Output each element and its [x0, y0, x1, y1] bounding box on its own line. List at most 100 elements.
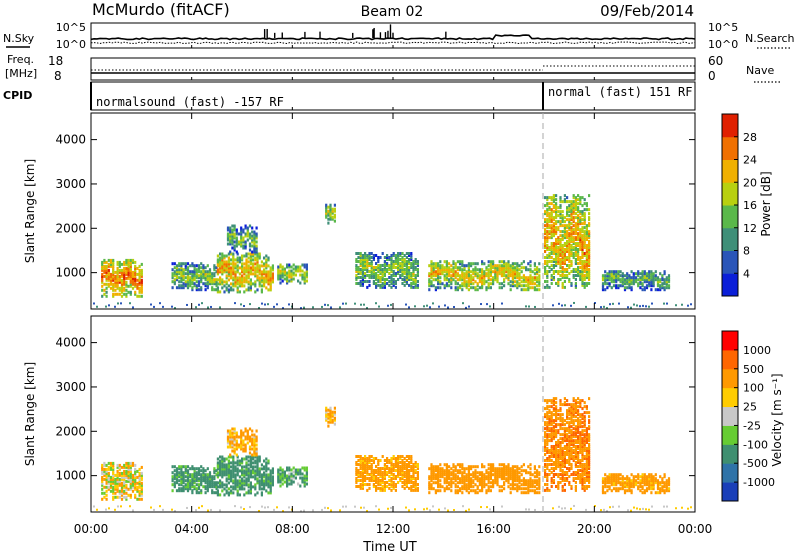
power-cell [254, 282, 257, 286]
power-cell [219, 256, 222, 260]
velocity-cell [370, 473, 373, 476]
velocity-cell [255, 443, 258, 447]
power-cell [253, 242, 256, 246]
velocity-cell [221, 461, 224, 465]
power-cell [641, 276, 644, 280]
velocity-cell [245, 465, 248, 469]
power-cell [544, 280, 547, 283]
power-cell [650, 278, 653, 282]
velocity-cell [548, 439, 551, 443]
power-cell [325, 215, 328, 219]
velocity-cell [219, 479, 222, 483]
power-cell [454, 286, 457, 290]
power-cell [639, 272, 642, 276]
power-cell [211, 282, 214, 286]
power-cell [236, 276, 239, 280]
power-cell [290, 273, 293, 277]
power-cell [581, 246, 584, 249]
power-cell [579, 212, 582, 216]
velocity-cell [546, 423, 549, 427]
velocity-cell [561, 459, 564, 462]
velocity-cell [568, 435, 571, 439]
power-cell [305, 269, 308, 273]
velocity-cell [129, 493, 132, 497]
velocity-cell [410, 459, 413, 462]
velocity-cell [432, 487, 435, 491]
power-cell [518, 282, 521, 286]
power-echo-data [93, 194, 692, 310]
velocity-cell [379, 469, 382, 472]
power-colorbar-tick: 16 [743, 199, 757, 212]
power-cell [563, 250, 566, 253]
power-cell [195, 264, 198, 268]
velocity-cell [191, 467, 194, 471]
velocity-cell [208, 477, 212, 481]
power-cell [476, 288, 479, 292]
velocity-cell [555, 473, 558, 476]
power-cell [548, 208, 551, 212]
velocity-cell [134, 495, 137, 499]
velocity-cell [550, 453, 553, 456]
power-cell [555, 220, 558, 224]
velocity-cell [461, 477, 464, 481]
power-cell [615, 280, 618, 284]
power-cell [245, 278, 248, 282]
power-cell [568, 220, 571, 224]
power-cell [467, 272, 470, 276]
power-cell [443, 268, 446, 272]
velocity-cell [234, 485, 237, 489]
power-cell [632, 280, 635, 284]
velocity-cell [489, 469, 492, 473]
velocity-cell [355, 469, 358, 472]
power-cell [189, 272, 192, 276]
power-cell [256, 274, 259, 278]
power-cell [260, 290, 263, 294]
power-cell [377, 280, 380, 283]
power-cell [390, 256, 393, 259]
power-cell [125, 262, 128, 266]
power-cell [223, 284, 226, 288]
velocity-cell [357, 459, 360, 462]
velocity-cell [445, 473, 448, 477]
power-cell [232, 252, 235, 256]
power-cell [359, 254, 362, 257]
power-cell [118, 262, 121, 266]
power-cell [566, 264, 569, 267]
power-cell [107, 268, 110, 272]
power-cell [173, 274, 176, 278]
velocity-cell [397, 455, 400, 458]
velocity-cell [383, 488, 386, 492]
velocity-cell [516, 467, 519, 471]
velocity-cell [252, 455, 255, 459]
power-cell [559, 200, 562, 204]
velocity-cell [381, 467, 384, 470]
velocity-cell [105, 497, 108, 501]
power-cell [269, 276, 272, 280]
velocity-cell [381, 485, 384, 488]
power-cell [546, 226, 549, 230]
power-cell [563, 230, 566, 234]
velocity-cell [485, 469, 488, 473]
power-cell [414, 283, 417, 287]
power-cell [643, 272, 646, 276]
velocity-cell [238, 483, 241, 487]
velocity-cell [401, 461, 404, 464]
power-cell [496, 270, 499, 274]
velocity-cell [430, 471, 433, 475]
power-cell [552, 196, 555, 200]
power-cell [476, 284, 479, 288]
velocity-cell [546, 417, 549, 421]
power-cell [208, 274, 212, 278]
velocity-cell [441, 469, 444, 473]
power-cell [516, 270, 519, 274]
power-colorbar-swatch [722, 136, 738, 160]
power-cell [211, 276, 214, 280]
power-cell [223, 270, 226, 274]
power-cell [329, 213, 332, 217]
velocity-cell [568, 425, 571, 429]
power-cell [522, 284, 525, 288]
power-cell [626, 276, 629, 280]
power-cell [246, 228, 249, 232]
velocity-cell [243, 483, 246, 487]
velocity-cell [538, 473, 541, 477]
